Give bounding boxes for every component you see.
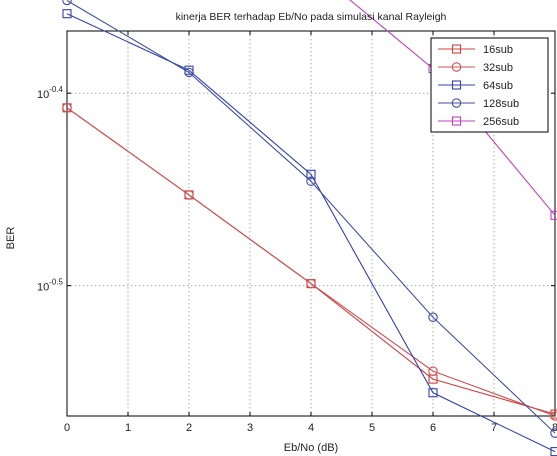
data-point-32sub bbox=[306, 278, 316, 289]
data-point-64sub bbox=[428, 388, 438, 398]
data-point-128sub bbox=[428, 312, 438, 323]
data-point-32sub bbox=[550, 411, 557, 421]
data-point-32sub bbox=[428, 366, 438, 376]
legend-label-16sub: 16sub bbox=[483, 44, 513, 56]
data-point-128sub bbox=[184, 67, 194, 78]
legend-label-128sub: 128sub bbox=[483, 98, 519, 110]
y-tick-label: 10-0.4 bbox=[37, 85, 64, 101]
legend-label-64sub: 64sub bbox=[483, 80, 513, 92]
data-point-128sub bbox=[306, 176, 316, 187]
legend-label-32sub: 32sub bbox=[483, 62, 513, 74]
legend: 16sub 32sub 64sub 128sub 256sub bbox=[430, 37, 549, 133]
y-tick-label: 10-0.5 bbox=[37, 278, 64, 294]
data-point-256sub bbox=[550, 210, 557, 220]
legend-marker-16sub bbox=[451, 44, 462, 54]
legend-marker-256sub bbox=[451, 116, 462, 126]
data-point-64sub bbox=[62, 9, 72, 19]
data-point-64sub bbox=[306, 169, 316, 179]
x-tick-label: 7 bbox=[491, 422, 497, 434]
data-point-32sub bbox=[62, 103, 72, 113]
legend-marker-32sub bbox=[451, 62, 462, 72]
x-tick-label: 6 bbox=[430, 422, 436, 434]
y-axis-label: BER bbox=[5, 227, 17, 250]
legend-marker-64sub bbox=[451, 80, 462, 90]
series-line-128sub bbox=[66, 0, 556, 434]
axis-ticks: 0 1 2 3 4 5 6 7 8 10-0.4 10-0.5 bbox=[37, 31, 557, 434]
series-line-32sub bbox=[66, 107, 556, 417]
x-tick-label: 3 bbox=[247, 422, 253, 434]
legend-label-256sub: 256sub bbox=[483, 116, 519, 128]
data-point-128sub bbox=[550, 428, 557, 438]
chart-title: kinerja BER terhadap Eb/No pada simulasi… bbox=[176, 11, 447, 23]
legend-marker-128sub bbox=[451, 98, 462, 108]
x-tick-label: 5 bbox=[369, 422, 375, 434]
series-line-64sub bbox=[66, 13, 556, 453]
x-tick-label: 0 bbox=[64, 422, 70, 434]
x-tick-label: 8 bbox=[552, 422, 557, 434]
x-tick-label: 2 bbox=[186, 422, 192, 434]
x-axis-label: Eb/No (dB) bbox=[284, 442, 338, 454]
x-tick-label: 1 bbox=[125, 422, 131, 434]
x-tick-label: 4 bbox=[308, 422, 314, 434]
data-point-128sub bbox=[62, 0, 72, 6]
data-point-32sub bbox=[184, 190, 194, 200]
